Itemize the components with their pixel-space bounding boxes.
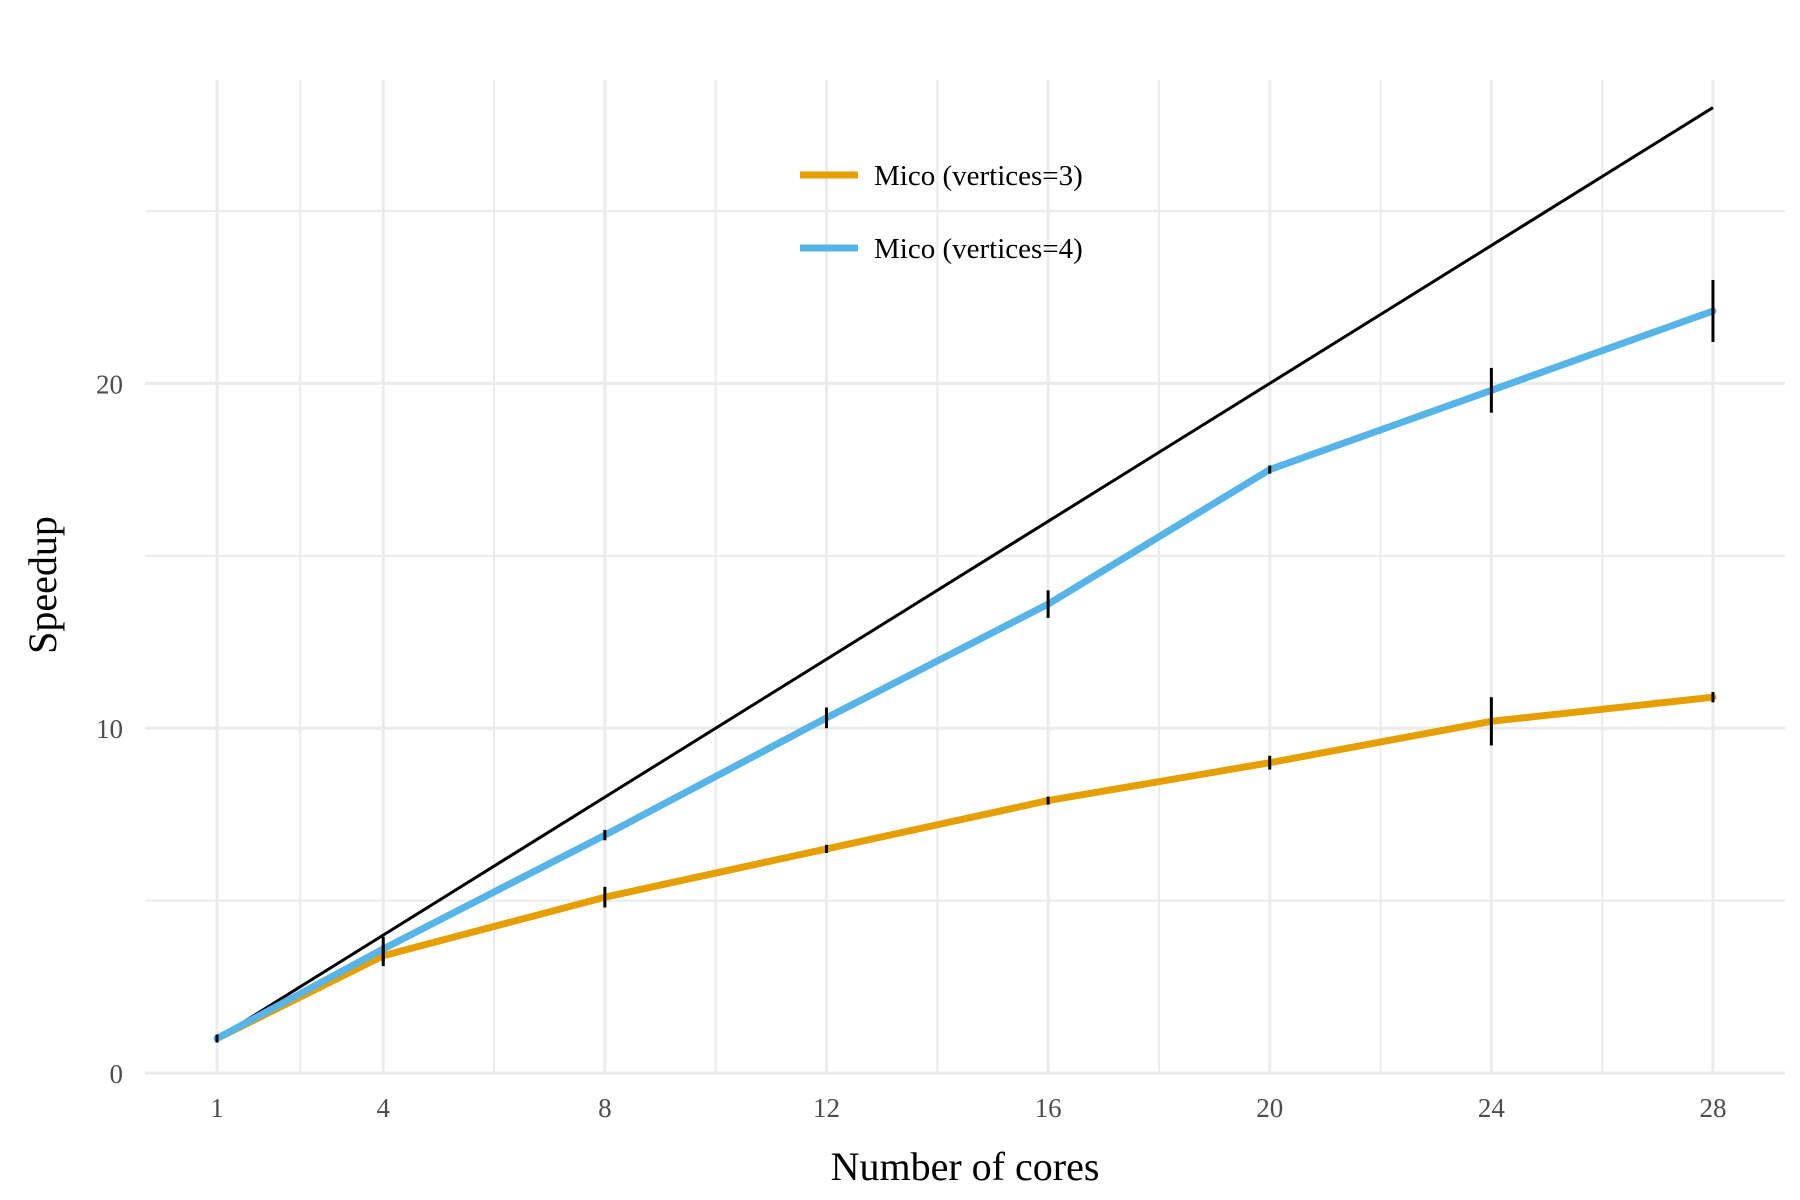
series-line-1 (213, 693, 1717, 1042)
x-tick-label: 16 (1035, 1093, 1062, 1123)
legend-label-2: Mico (vertices=4) (874, 233, 1083, 265)
series-layer (213, 307, 1717, 1042)
legend: Mico (vertices=3) Mico (vertices=4) (800, 160, 1083, 265)
error-bars-layer (215, 279, 1715, 1043)
y-tick-label: 20 (96, 369, 123, 399)
legend-label-1: Mico (vertices=3) (874, 160, 1083, 192)
y-tick-label: 0 (110, 1059, 124, 1089)
x-axis-title: Number of cores (831, 1144, 1100, 1189)
grid (145, 80, 1785, 1075)
x-tick-label: 8 (598, 1093, 612, 1123)
x-tick-label: 28 (1699, 1093, 1726, 1123)
y-axis-title: Speedup (20, 516, 65, 654)
x-tick-label: 4 (376, 1093, 390, 1123)
x-tick-label: 12 (813, 1093, 840, 1123)
ideal-speedup-line (216, 106, 1714, 1040)
x-tick-label: 24 (1478, 1093, 1506, 1123)
x-axis-ticks: 1 4 8 12 16 20 24 28 (210, 1093, 1726, 1123)
y-tick-label: 10 (96, 714, 123, 744)
x-tick-label: 20 (1256, 1093, 1283, 1123)
x-tick-label: 1 (210, 1093, 224, 1123)
series-line-2 (213, 307, 1717, 1042)
y-axis-ticks: 0 10 20 (96, 369, 123, 1089)
ideal-speedup-layer (216, 106, 1714, 1040)
